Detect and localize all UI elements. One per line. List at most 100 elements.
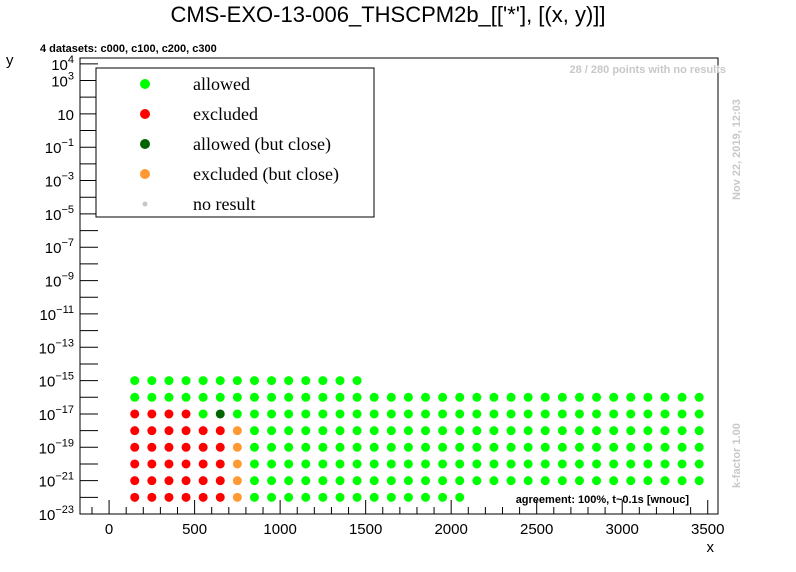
data-point-allowed	[352, 426, 362, 436]
data-point-excluded	[164, 476, 174, 486]
data-point-allowed	[352, 476, 362, 486]
data-point-allowed	[557, 459, 567, 469]
data-point-excluded	[147, 442, 157, 452]
data-point-allowed	[609, 459, 619, 469]
data-point-allowed	[694, 442, 704, 452]
data-point-allowed	[301, 409, 311, 419]
x-tick-label: 1000	[263, 521, 296, 538]
data-point-allowed	[318, 442, 328, 452]
data-point-allowed	[489, 442, 499, 452]
legend-marker	[140, 79, 150, 89]
data-point-allowed	[147, 392, 157, 402]
data-point-allowed	[506, 476, 516, 486]
y-tick-label: 104	[51, 54, 74, 74]
data-point-allowed	[540, 459, 550, 469]
data-point-excluded	[130, 476, 140, 486]
data-point-allowed	[386, 392, 396, 402]
data-point-allowed	[267, 409, 277, 419]
data-point-allowed	[574, 442, 584, 452]
data-point-allowed	[506, 426, 516, 436]
data-point-excluded	[147, 492, 157, 502]
data-point-allowed	[335, 409, 345, 419]
data-point-allowed	[455, 392, 465, 402]
data-point-allowed	[455, 426, 465, 436]
data-point-excluded	[215, 442, 225, 452]
data-point-allowed	[438, 492, 448, 502]
data-point-excluded	[147, 476, 157, 486]
x-tick-label: 2500	[520, 521, 553, 538]
data-point-allowed	[318, 376, 328, 386]
data-point-allowed	[335, 392, 345, 402]
data-point-allowed	[301, 492, 311, 502]
data-point-excluded	[198, 442, 208, 452]
data-point-allowed	[284, 392, 294, 402]
x-tick-label: 500	[182, 521, 207, 538]
data-point-allowed	[557, 442, 567, 452]
data-point-allowed	[249, 409, 259, 419]
data-point-allowed	[643, 459, 653, 469]
data-point-allowed	[694, 392, 704, 402]
legend-label: allowed (but close)	[193, 134, 331, 155]
data-point-allowed	[421, 476, 431, 486]
data-point-allowed	[421, 409, 431, 419]
data-point-allowed	[523, 476, 533, 486]
data-point-allowed	[609, 409, 619, 419]
data-point-allowed	[489, 409, 499, 419]
data-point-allowed	[574, 459, 584, 469]
data-point-allowed	[540, 426, 550, 436]
data-point-allowed	[438, 409, 448, 419]
data-point-excluded	[147, 459, 157, 469]
data-point-allowed	[335, 492, 345, 502]
data-point-allowed	[164, 392, 174, 402]
data-point-allowed	[660, 426, 670, 436]
data-point-excluded	[198, 459, 208, 469]
data-point-allowed	[677, 442, 687, 452]
data-point-allowed	[643, 426, 653, 436]
data-point-allowed	[574, 476, 584, 486]
data-point-excluded	[215, 476, 225, 486]
y-tick-label: 10−7	[45, 237, 74, 257]
data-point-allowed	[130, 376, 140, 386]
legend-label: no result	[193, 194, 256, 214]
data-point-excluded	[181, 476, 191, 486]
data-point-allowed	[147, 376, 157, 386]
data-point-allowed	[249, 376, 259, 386]
data-point-allowed	[626, 409, 636, 419]
data-point-allowed	[403, 459, 413, 469]
data-point-allowed	[472, 392, 482, 402]
data-point-allowed	[249, 476, 259, 486]
data-point-allowed	[284, 409, 294, 419]
data-point-allowed	[386, 492, 396, 502]
data-point-allowed	[215, 392, 225, 402]
data-point-allowed	[626, 392, 636, 402]
data-point-allowed	[403, 409, 413, 419]
data-point-allowed	[403, 392, 413, 402]
data-point-allowed	[267, 476, 277, 486]
data-point-excluded	[130, 459, 140, 469]
data-point-allowed	[318, 459, 328, 469]
data-point-allowed	[267, 426, 277, 436]
data-point-allowed	[609, 392, 619, 402]
data-point-allowed	[386, 459, 396, 469]
plot-frame	[79, 57, 719, 515]
data-point-allowed	[284, 376, 294, 386]
data-point-excluded	[147, 426, 157, 436]
data-point-allowed	[438, 442, 448, 452]
y-tick-label: 10−17	[39, 404, 74, 424]
y-tick-label: 10−15	[39, 371, 74, 391]
legend-label: excluded	[193, 104, 258, 124]
data-point-allowed	[318, 426, 328, 436]
data-point-allowed	[267, 442, 277, 452]
data-point-allowed	[335, 442, 345, 452]
data-point-allowed	[318, 392, 328, 402]
data-point-allowed	[369, 409, 379, 419]
data-point-allowed	[506, 392, 516, 402]
data-point-allowed	[694, 409, 704, 419]
data-point-allowed	[438, 426, 448, 436]
data-point-excluded	[164, 442, 174, 452]
legend-marker	[142, 201, 148, 207]
data-point-excluded	[181, 492, 191, 502]
data-point-allowed	[472, 476, 482, 486]
x-axis-ticks: 0 500 1000 1500 2000 2500 3000 3500	[91, 500, 724, 538]
data-point-allowed	[267, 492, 277, 502]
